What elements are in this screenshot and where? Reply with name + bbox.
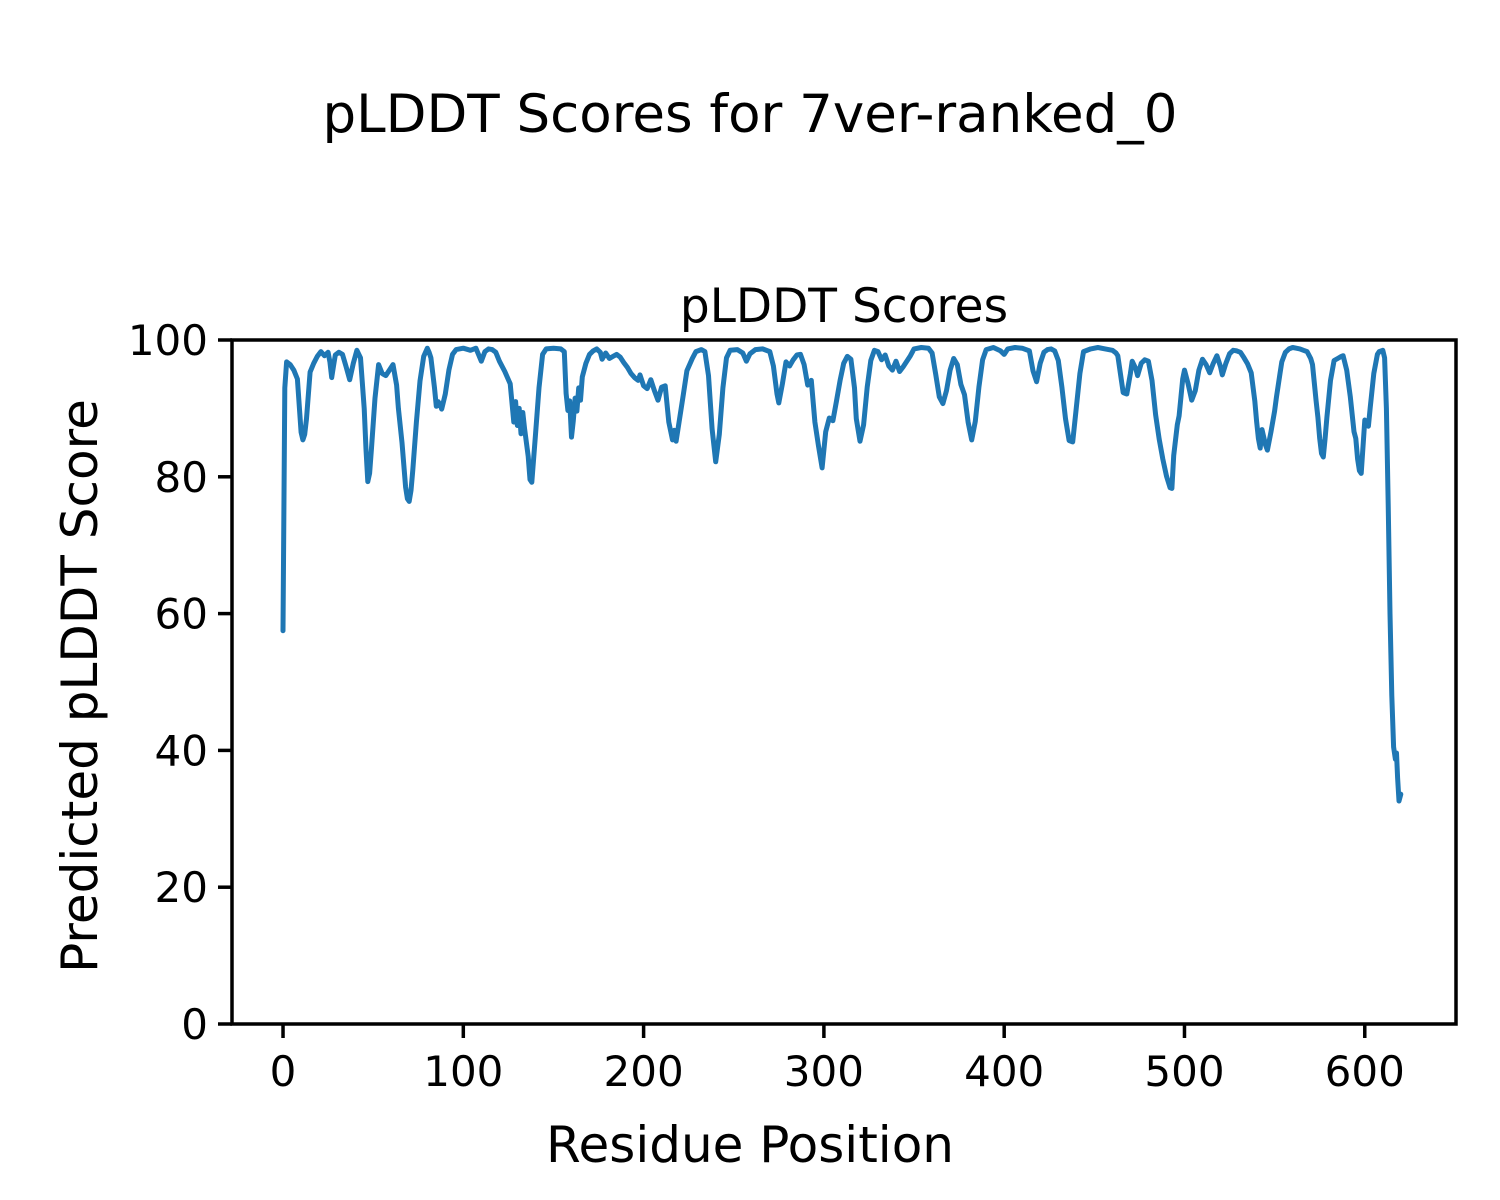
axes-title: pLDDT Scores <box>679 279 1009 334</box>
x-axis-tick-label: 600 <box>1325 1047 1405 1096</box>
figure-title: pLDDT Scores for 7ver-ranked_0 <box>322 84 1178 145</box>
y-axis-tick-label: 0 <box>181 1000 208 1049</box>
x-axis-tick-label: 300 <box>784 1047 864 1096</box>
y-axis-tick-label: 100 <box>128 316 208 365</box>
x-axis-tick-label: 400 <box>964 1047 1044 1096</box>
y-axis-tick-label: 20 <box>155 863 208 912</box>
plddt-score-line <box>280 345 1404 804</box>
y-axis-tick-label: 80 <box>155 453 208 502</box>
x-axis-tick-label: 100 <box>423 1047 503 1096</box>
y-axis-tick-label: 40 <box>155 726 208 775</box>
y-axis-tick-label: 60 <box>155 590 208 639</box>
x-axis-tick-label: 200 <box>604 1047 684 1096</box>
axes-frame <box>230 338 1458 1026</box>
x-axis-label: Residue Position <box>546 1116 954 1174</box>
x-axis-tick-label: 500 <box>1144 1047 1224 1096</box>
x-axis-tick-label: 0 <box>270 1047 297 1096</box>
